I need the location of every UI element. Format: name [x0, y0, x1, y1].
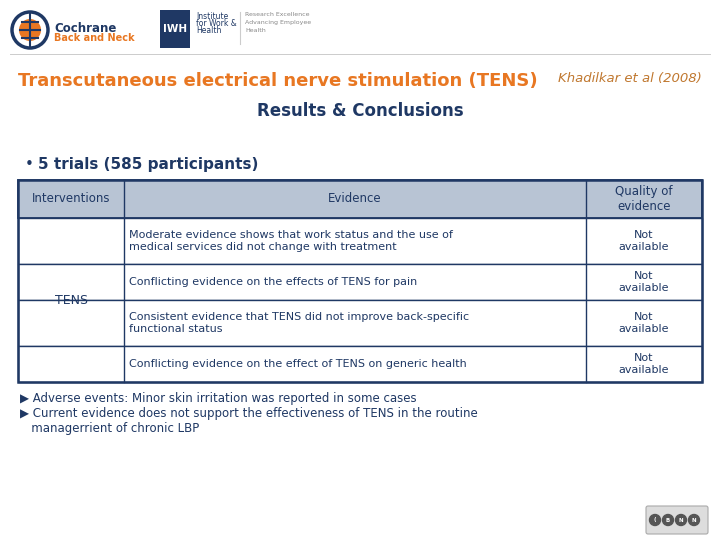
Bar — [18, 264, 702, 300]
Circle shape — [675, 515, 686, 525]
Text: (: ( — [654, 517, 656, 523]
Bar — [18, 218, 702, 264]
Text: Conflicting evidence on the effects of TENS for pain: Conflicting evidence on the effects of T… — [129, 277, 418, 287]
Text: Research Excellence: Research Excellence — [245, 12, 310, 17]
Text: Conflicting evidence on the effect of TENS on generic health: Conflicting evidence on the effect of TE… — [129, 359, 467, 369]
Circle shape — [19, 19, 41, 41]
Text: Health: Health — [245, 28, 266, 33]
Text: Not
available: Not available — [618, 312, 669, 334]
Text: Not
available: Not available — [618, 271, 669, 293]
Text: N: N — [692, 517, 696, 523]
Text: Quality of
evidence: Quality of evidence — [615, 185, 672, 213]
FancyBboxPatch shape — [160, 10, 190, 48]
Text: Health: Health — [196, 26, 221, 35]
Text: ▶ Current evidence does not support the effectiveness of TENS in the routine
   : ▶ Current evidence does not support the … — [20, 407, 478, 435]
Bar — [18, 346, 702, 382]
Circle shape — [662, 515, 673, 525]
Text: Advancing Employee: Advancing Employee — [245, 20, 311, 25]
Text: Khadilkar et al (2008): Khadilkar et al (2008) — [558, 72, 702, 85]
Text: IWH: IWH — [163, 24, 187, 34]
Text: ▶ Adverse events: Minor skin irritation was reported in some cases: ▶ Adverse events: Minor skin irritation … — [20, 392, 417, 405]
Text: Moderate evidence shows that work status and the use of
medical services did not: Moderate evidence shows that work status… — [129, 230, 453, 252]
Bar — [18, 300, 702, 346]
Text: •: • — [25, 157, 34, 172]
Text: for Work &: for Work & — [196, 19, 237, 28]
Text: Not
available: Not available — [618, 230, 669, 252]
Text: TENS: TENS — [55, 294, 88, 307]
Circle shape — [649, 515, 660, 525]
Circle shape — [688, 515, 700, 525]
Text: 5 trials (585 participants): 5 trials (585 participants) — [38, 157, 258, 172]
Text: Institute: Institute — [196, 12, 228, 21]
Text: Cochrane: Cochrane — [54, 22, 117, 35]
Text: Interventions: Interventions — [32, 192, 110, 206]
Text: Back and Neck: Back and Neck — [54, 33, 135, 43]
Bar — [18, 180, 702, 218]
FancyBboxPatch shape — [646, 506, 708, 534]
Text: Not
available: Not available — [618, 353, 669, 375]
Text: Consistent evidence that TENS did not improve back-specific
functional status: Consistent evidence that TENS did not im… — [129, 312, 469, 334]
Text: N: N — [679, 517, 683, 523]
Text: Results & Conclusions: Results & Conclusions — [257, 102, 463, 120]
Text: Transcutaneous electrical nerve stimulation (TENS): Transcutaneous electrical nerve stimulat… — [18, 72, 538, 90]
Bar — [18, 180, 702, 382]
Text: Evidence: Evidence — [328, 192, 382, 206]
Text: B: B — [666, 517, 670, 523]
